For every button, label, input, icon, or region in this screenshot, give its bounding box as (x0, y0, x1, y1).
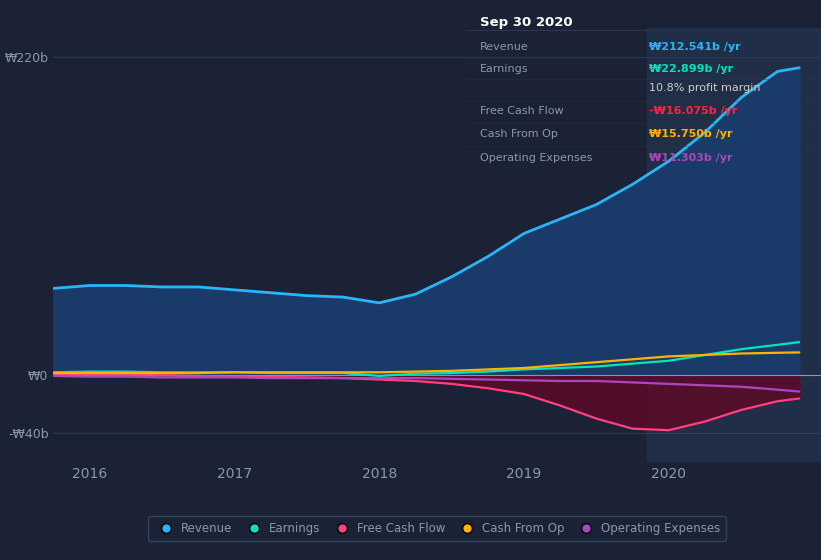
Text: 10.8% profit margin: 10.8% profit margin (649, 82, 760, 92)
Legend: Revenue, Earnings, Free Cash Flow, Cash From Op, Operating Expenses: Revenue, Earnings, Free Cash Flow, Cash … (148, 516, 727, 541)
Bar (647, 28, 821, 462)
Text: ₩11.303b /yr: ₩11.303b /yr (649, 153, 732, 162)
Text: ₩15.750b /yr: ₩15.750b /yr (649, 129, 732, 139)
Text: ₩212.541b /yr: ₩212.541b /yr (649, 41, 741, 52)
Text: Sep 30 2020: Sep 30 2020 (479, 16, 572, 29)
Text: Earnings: Earnings (479, 64, 528, 74)
Text: Free Cash Flow: Free Cash Flow (479, 106, 563, 116)
Text: Revenue: Revenue (479, 41, 529, 52)
Text: Operating Expenses: Operating Expenses (479, 153, 592, 162)
Text: -₩16.075b /yr: -₩16.075b /yr (649, 106, 737, 116)
Text: Cash From Op: Cash From Op (479, 129, 557, 139)
Text: ₩22.899b /yr: ₩22.899b /yr (649, 64, 733, 74)
